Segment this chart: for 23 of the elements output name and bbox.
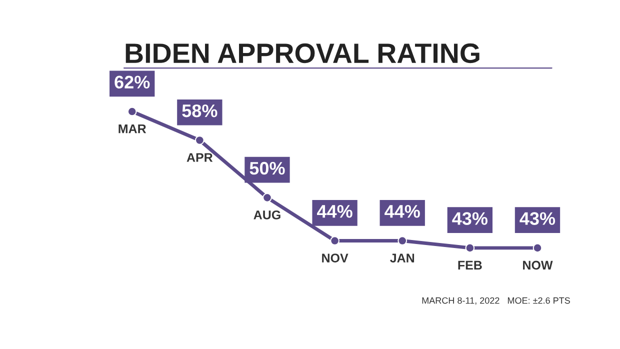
x-tick-label: JAN bbox=[390, 254, 414, 262]
point bbox=[532, 243, 542, 253]
point bbox=[465, 243, 475, 253]
data-label: 44% bbox=[317, 205, 352, 218]
x-tick-label: FEB bbox=[458, 260, 482, 270]
x-tick-label: MAR bbox=[118, 124, 146, 134]
x-tick-label: NOW bbox=[523, 260, 553, 270]
point bbox=[398, 236, 408, 246]
x-tick-label: APR bbox=[186, 153, 213, 162]
text: MARCH 8-11, 2022 MOE: ±2.6 PTS bbox=[422, 297, 570, 305]
data-label: 58% bbox=[182, 104, 218, 118]
point bbox=[194, 136, 204, 145]
data-label: 43% bbox=[520, 212, 556, 225]
point bbox=[262, 193, 272, 202]
point bbox=[330, 236, 340, 246]
chart-title: BIDEN APPROVAL RATING bbox=[126, 43, 480, 64]
data-label: 50% bbox=[250, 162, 285, 175]
x-tick-label: AUG bbox=[254, 210, 280, 220]
data-label: 62% bbox=[114, 76, 150, 89]
point bbox=[127, 106, 137, 116]
x-tick-label: NOV bbox=[322, 254, 348, 262]
data-label: 44% bbox=[384, 205, 420, 218]
data-label: 43% bbox=[452, 212, 488, 225]
